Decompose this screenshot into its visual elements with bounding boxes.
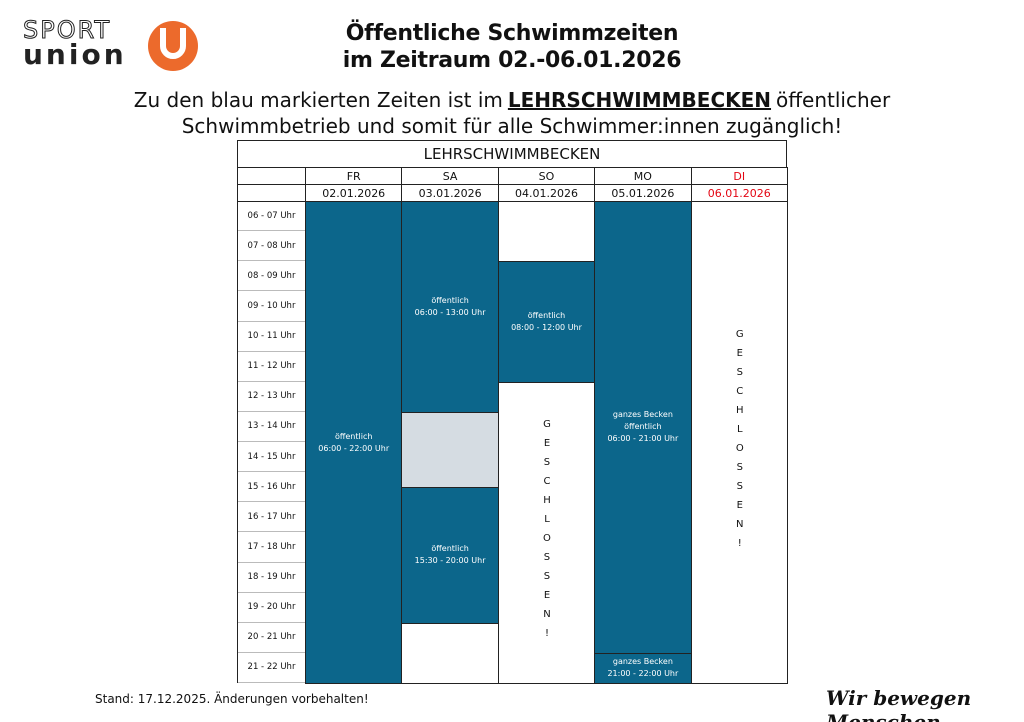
time-label: 15 - 16 Uhr (238, 472, 305, 503)
header-cell (237, 167, 306, 185)
block-label: öffentlich (624, 422, 662, 432)
block-label: 06:00 - 22:00 Uhr (318, 443, 390, 453)
time-block: öffentlich 06:00 - 13:00 Uhr (401, 201, 499, 413)
footer-note: Stand: 17.12.2025. Änderungen vorbehalte… (95, 692, 369, 706)
time-label: 11 - 12 Uhr (238, 352, 305, 382)
day-name: FR (305, 167, 403, 185)
time-label: 18 - 19 Uhr (238, 563, 305, 593)
day-date: 03.01.2026 (401, 184, 499, 202)
title: Öffentliche Schwimmzeiten (345, 21, 679, 46)
time-label: 12 - 13 Uhr (238, 382, 305, 412)
time-block (401, 622, 499, 684)
block-label: öffentlich (527, 311, 566, 320)
day-name: SA (401, 167, 499, 185)
block-label: ganzes Becken (612, 410, 673, 420)
day-date: 04.01.2026 (497, 184, 596, 202)
day-date: 02.01.2026 (305, 184, 403, 202)
table-title: LEHRSCHWIMMBECKEN (237, 140, 787, 168)
day-date: 05.01.2026 (594, 184, 692, 202)
header-cell (237, 184, 306, 202)
day-date: 06.01.2026 (690, 184, 788, 202)
intro: Zu den blau markierten Zeiten ist im LEHR… (0, 88, 1024, 112)
time-label: 21 - 22 Uhr (238, 653, 305, 683)
time-label: 10 - 11 Uhr (238, 322, 305, 352)
time-block: GESCHLOSSEN! (497, 381, 596, 684)
closed-label: GESCHLOSSEN! (541, 418, 553, 647)
time-block: öffentlich 06:00 - 22:00 Uhr (305, 201, 403, 684)
time-block: GESCHLOSSEN! (690, 201, 788, 684)
block-label: 06:00 - 21:00 Uhr (607, 434, 679, 444)
closed-label: GESCHLOSSEN! (734, 328, 746, 557)
time-label: 14 - 15 Uhr (238, 442, 305, 473)
block-label: 15:30 - 20:00 Uhr (414, 556, 486, 566)
time-label: 07 - 08 Uhr (238, 231, 305, 262)
logo-union: union (23, 38, 127, 71)
time-label: 20 - 21 Uhr (238, 623, 305, 653)
block-label: 21:00 - 22:00 Uhr (607, 669, 679, 679)
time-label: 09 - 10 Uhr (238, 291, 305, 322)
intro-text: öffentlicher (776, 88, 891, 112)
block-label: öffentlich (431, 295, 469, 305)
block-label: öffentlich (431, 544, 469, 554)
logo-u (160, 28, 186, 59)
time-label: 17 - 18 Uhr (238, 532, 305, 563)
time-block: ganzes Becken 21:00 - 22:00 Uhr (594, 652, 692, 684)
time-block: ganzes Becken öffentlich 06:00 - 21:00 Uhr (594, 201, 692, 654)
time-label: 19 - 20 Uhr (238, 593, 305, 623)
block-label: 06:00 - 13:00 Uhr (414, 307, 486, 317)
schedule-table: LEHRSCHWIMMBECKEN 06 - 07 Uhr 07 - 08 Uhr 0… (237, 140, 788, 684)
intro-highlight: LEHRSCHWIMMBECKEN (507, 88, 772, 112)
intro: Schwimmbetrieb und somit für alle Schwim… (181, 114, 843, 138)
time-label: 06 - 07 Uhr (238, 201, 305, 232)
time-block (497, 201, 596, 263)
intro-text: Zu den blau markierten Zeiten ist im (133, 88, 503, 112)
day-name: SO (497, 167, 596, 185)
slogan: Wir bewegen Menschen (826, 686, 972, 722)
time-label: 16 - 17 Uhr (238, 502, 305, 533)
time-block (401, 411, 499, 489)
logo-sport: SPORT (23, 18, 111, 44)
block-label: öffentlich (334, 431, 373, 441)
logo: SPORT union (23, 18, 198, 71)
day-name: MO (594, 167, 692, 185)
block-label: ganzes Becken (612, 657, 673, 667)
time-block: öffentlich 08:00 - 12:00 Uhr (497, 261, 596, 383)
time-label: 13 - 14 Uhr (238, 412, 305, 442)
time-block: öffentlich 15:30 - 20:00 Uhr (401, 487, 499, 624)
title: im Zeitraum 02.-06.01.2026 (342, 48, 682, 73)
time-label: 08 - 09 Uhr (238, 261, 305, 292)
block-label: 08:00 - 12:00 Uhr (511, 323, 582, 332)
day-name: DI (690, 167, 788, 185)
